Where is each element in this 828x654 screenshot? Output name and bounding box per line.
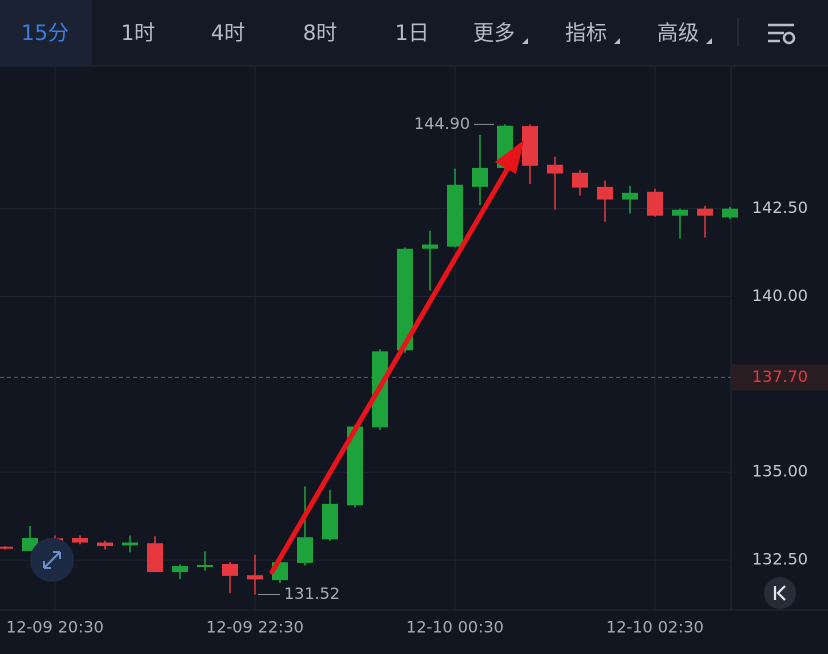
candle-body: [572, 172, 588, 188]
current-price-label: 137.70: [752, 367, 808, 386]
tab[interactable]: 15分: [21, 21, 69, 45]
candle-body: [197, 565, 213, 568]
y-tick-label: 135.00: [752, 462, 808, 481]
settings-icon[interactable]: [768, 23, 796, 45]
candle-body: [522, 126, 538, 166]
candle-body: [247, 575, 263, 580]
candle-body: [447, 184, 463, 247]
y-tick-label: 140.00: [752, 286, 808, 305]
tab[interactable]: 8时: [303, 21, 337, 45]
candle-body: [422, 244, 438, 249]
tab[interactable]: 1日: [395, 21, 429, 45]
candle-body: [347, 426, 363, 506]
candle-body: [322, 503, 338, 540]
candle-body: [697, 208, 713, 216]
y-tick-label: 132.50: [752, 550, 808, 569]
candle-body: [622, 192, 638, 200]
y-tick-label: 142.50: [752, 198, 808, 217]
candle-body: [172, 566, 188, 573]
candle-body: [647, 191, 663, 216]
tab-active-bg: [0, 0, 92, 66]
expand-button[interactable]: [30, 538, 74, 582]
candle-body: [297, 537, 313, 563]
tab-menu-indicator: [522, 38, 528, 44]
candle-body: [472, 167, 488, 187]
tab[interactable]: 高级: [657, 21, 699, 45]
candle-body: [72, 537, 88, 543]
tab-menu-indicator: [706, 38, 712, 44]
tab[interactable]: 指标: [565, 21, 607, 45]
tab[interactable]: 4时: [211, 21, 245, 45]
candle-body: [722, 208, 738, 218]
x-tick-label: 12-09 20:30: [6, 618, 104, 637]
candle-body: [672, 209, 688, 216]
low-marker-label: 131.52: [284, 584, 340, 603]
candle-body: [147, 543, 163, 573]
tab[interactable]: 1时: [121, 21, 155, 45]
candle-body: [397, 248, 413, 351]
x-tick-label: 12-10 02:30: [606, 618, 704, 637]
candle-body: [222, 563, 238, 576]
high-marker-label: 144.90: [414, 114, 470, 133]
candle-body: [597, 186, 613, 200]
candle-body: [122, 542, 138, 546]
candle-body: [97, 542, 113, 547]
candle-body: [0, 546, 13, 549]
x-tick-label: 12-10 00:30: [406, 618, 504, 637]
tab[interactable]: 更多: [473, 21, 515, 45]
tab-menu-indicator: [614, 38, 620, 44]
red-arrow-annotation: [269, 140, 524, 575]
scroll-to-latest-button[interactable]: [764, 577, 796, 609]
tab-bar: [0, 0, 828, 66]
x-tick-label: 12-09 22:30: [206, 618, 304, 637]
candle-body: [547, 164, 563, 174]
current-price-box: [731, 364, 828, 391]
